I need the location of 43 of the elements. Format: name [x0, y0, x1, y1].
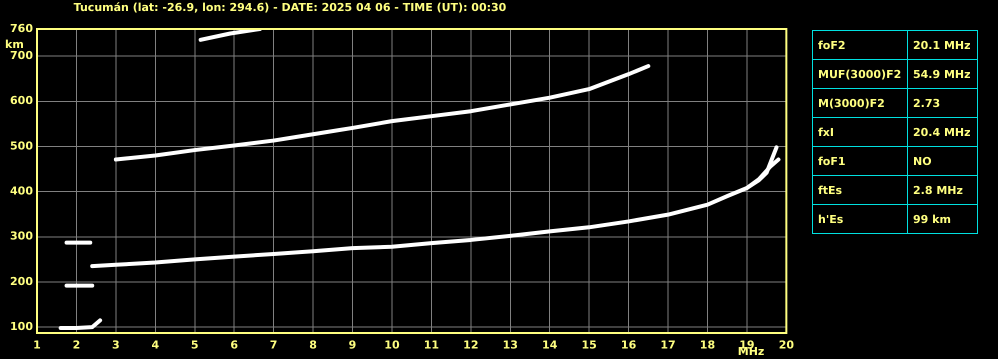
- text: 2.73: [908, 88, 978, 118]
- x-tick-label: 10: [384, 338, 400, 352]
- x-tick-label: 7: [270, 338, 278, 352]
- text: foF2: [812, 30, 908, 60]
- y-tick-label: 700: [10, 48, 34, 62]
- y-tick-label: 760: [10, 22, 34, 35]
- x-tick-label: 17: [660, 338, 676, 352]
- chart-title: Tucumán (lat: -26.9, lon: 294.6) - DATE: 2025 04 06 - TIME (UT): 00:30: [74, 0, 507, 14]
- x-tick-label: 16: [620, 338, 637, 352]
- y-tick-label: 300: [10, 230, 34, 243]
- text: 20.4 MHz: [908, 118, 978, 146]
- y-tick-label: 500: [10, 139, 34, 152]
- y-tick-label: 200: [10, 274, 34, 288]
- x-tick-label: 3: [112, 338, 120, 352]
- y-tick-label: 100: [10, 320, 34, 333]
- x-tick-label: 15: [581, 338, 597, 352]
- x-tick-label: 13: [502, 338, 518, 352]
- text: 2.8 MHz: [908, 176, 978, 204]
- x-tick-label: 2: [72, 338, 80, 352]
- x-tick-label: 4: [151, 338, 160, 352]
- text: ftEs: [812, 176, 908, 204]
- text: fxI: [812, 118, 908, 146]
- text: NO: [908, 146, 978, 176]
- x-tick-label: 6: [230, 338, 238, 352]
- x-tick-label: 14: [542, 338, 558, 352]
- text: foF1: [812, 146, 908, 176]
- y-axis-title: km: [5, 38, 24, 51]
- y-tick-label: 400: [10, 184, 34, 198]
- text: MUF(3000)F2: [812, 60, 908, 88]
- x-tick-label: 8: [309, 338, 317, 352]
- text: 99 km: [908, 204, 978, 234]
- text: 20.1 MHz: [908, 30, 978, 60]
- text: h'Es: [812, 204, 908, 234]
- text: M(3000)F2: [812, 88, 908, 118]
- x-tick-label: 1: [33, 338, 41, 352]
- text: 54.9 MHz: [908, 60, 978, 88]
- x-tick-label: 20: [778, 338, 794, 352]
- x-tick-label: 12: [463, 338, 478, 352]
- y-tick-label: 600: [10, 94, 34, 108]
- x-tick-label: 18: [700, 338, 716, 352]
- x-tick-label: 5: [190, 338, 199, 352]
- x-tick-label: 9: [348, 338, 356, 352]
- x-tick-label: 11: [424, 338, 440, 352]
